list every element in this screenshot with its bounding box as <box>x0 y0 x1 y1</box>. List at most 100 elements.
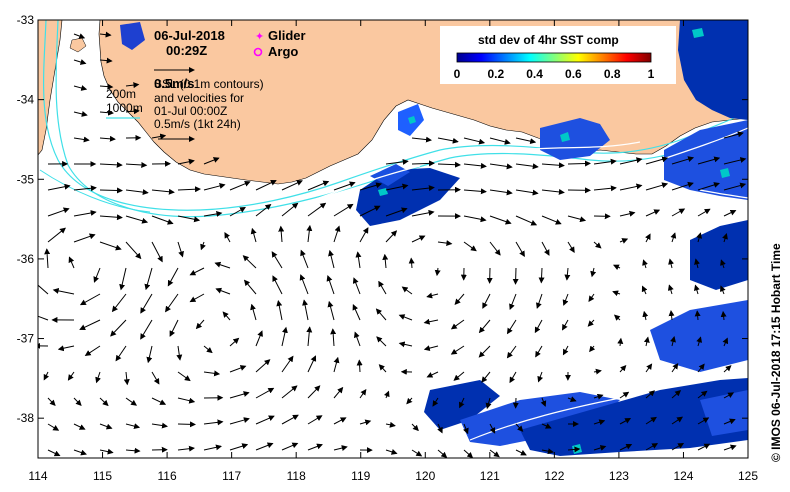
velocity-arrow <box>512 267 519 285</box>
velocity-arrow <box>671 181 694 191</box>
x-tick-label: 124 <box>673 469 693 483</box>
velocity-arrow <box>376 336 387 347</box>
velocity-arrow <box>215 287 231 295</box>
velocity-arrow <box>619 443 633 451</box>
velocity-arrow <box>667 284 674 295</box>
velocity-arrow <box>243 279 257 295</box>
velocity-arrow <box>151 422 168 429</box>
velocity-arrow <box>125 447 141 454</box>
velocity-arrow <box>437 423 443 434</box>
velocity-arrow <box>359 182 383 191</box>
y-tick-label: -34 <box>17 93 35 107</box>
velocity-arrow <box>670 232 677 243</box>
isobath-1000m-label: 1000m <box>106 101 143 115</box>
velocity-arrow <box>593 393 604 400</box>
colorbar-tick-label: 0.4 <box>526 67 543 81</box>
velocity-arrow <box>125 397 138 406</box>
velocity-arrow <box>619 418 632 425</box>
velocity-arrow <box>723 157 747 165</box>
velocity-arrow <box>327 300 335 321</box>
x-tick-label: 117 <box>222 469 241 483</box>
velocity-arrow <box>326 275 335 295</box>
velocity-arrow <box>515 137 537 145</box>
velocity-arrow <box>540 397 547 407</box>
velocity-arrow <box>398 341 413 348</box>
velocity-arrow <box>489 137 511 145</box>
velocity-arrow <box>352 303 361 321</box>
velocity-arrow <box>696 336 703 347</box>
colorbar-ticks: 0 0.2 0.4 0.6 0.8 1 <box>454 67 655 81</box>
velocity-arrow <box>330 328 337 347</box>
velocity-arrow <box>642 310 649 321</box>
velocity-arrow <box>355 251 362 269</box>
velocity-arrow <box>423 318 439 325</box>
velocity-arrow <box>567 160 591 167</box>
velocity-arrow <box>645 390 656 399</box>
velocity-arrow <box>214 261 231 269</box>
velocity-arrow <box>203 183 226 191</box>
velocity-arrow <box>454 293 465 305</box>
velocity-arrow <box>437 240 453 247</box>
velocity-arrow <box>506 345 517 359</box>
velocity-arrow <box>567 241 575 253</box>
velocity-arrow <box>333 417 347 425</box>
velocity-arrow <box>619 183 643 191</box>
velocity-arrow <box>668 258 674 269</box>
velocity-arrow <box>242 255 257 269</box>
velocity-arrow <box>612 264 621 271</box>
velocity-arrow <box>463 162 487 169</box>
isobath-extra <box>39 169 151 213</box>
velocity-arrow <box>151 397 167 405</box>
velocity-arrow <box>99 109 114 116</box>
velocity-arrow <box>224 232 231 243</box>
velocity-arrow <box>590 267 597 278</box>
velocity-arrow <box>73 33 86 39</box>
velocity-arrow <box>255 203 272 217</box>
velocity-arrow <box>307 180 330 191</box>
velocity-arrow <box>125 241 142 260</box>
velocity-arrow <box>255 415 275 425</box>
glider-legend-label: Glider <box>268 28 306 43</box>
velocity-arrow <box>177 371 191 382</box>
velocity-arrow <box>356 359 363 373</box>
velocity-arrow <box>722 337 729 347</box>
velocity-arrow <box>359 388 367 399</box>
velocity-arrow <box>73 423 86 430</box>
velocity-arrow <box>38 315 49 321</box>
velocity-arrow <box>73 59 87 65</box>
velocity-arrow <box>562 345 569 356</box>
velocity-arrow <box>352 277 361 295</box>
velocity-arrow <box>723 209 737 217</box>
velocity-arrow <box>485 397 492 410</box>
x-tick-label: 115 <box>93 469 112 483</box>
velocity-arrow <box>177 186 201 193</box>
velocity-arrow <box>203 210 223 217</box>
x-tick-label: 116 <box>158 469 177 483</box>
ssl-note-4: 0.5m/s (1kt 24h) <box>154 117 241 131</box>
velocity-arrow <box>151 215 174 225</box>
velocity-arrow <box>720 310 727 321</box>
velocity-arrow <box>359 227 369 243</box>
y-tick-label: -38 <box>17 411 35 425</box>
velocity-arrow <box>44 248 51 269</box>
velocity-arrow <box>99 161 123 168</box>
velocity-arrow <box>307 355 317 373</box>
velocity-arrow <box>378 280 387 295</box>
velocity-arrow <box>73 136 90 143</box>
velocity-arrow <box>255 442 274 451</box>
velocity-arrow <box>281 385 298 399</box>
velocity-arrow <box>385 230 398 243</box>
velocity-arrow <box>593 419 606 426</box>
velocity-arrow <box>593 445 607 451</box>
colorbar-tick-label: 0.6 <box>565 67 582 81</box>
velocity-arrow <box>671 416 684 425</box>
velocity-arrow <box>47 423 60 431</box>
velocity-arrow <box>99 214 123 221</box>
velocity-arrow <box>99 135 116 142</box>
velocity-arrow <box>203 345 213 354</box>
velocity-arrow <box>110 319 127 337</box>
velocity-arrow <box>671 156 695 165</box>
velocity-arrow <box>722 233 728 243</box>
velocity-arrow <box>73 85 88 91</box>
